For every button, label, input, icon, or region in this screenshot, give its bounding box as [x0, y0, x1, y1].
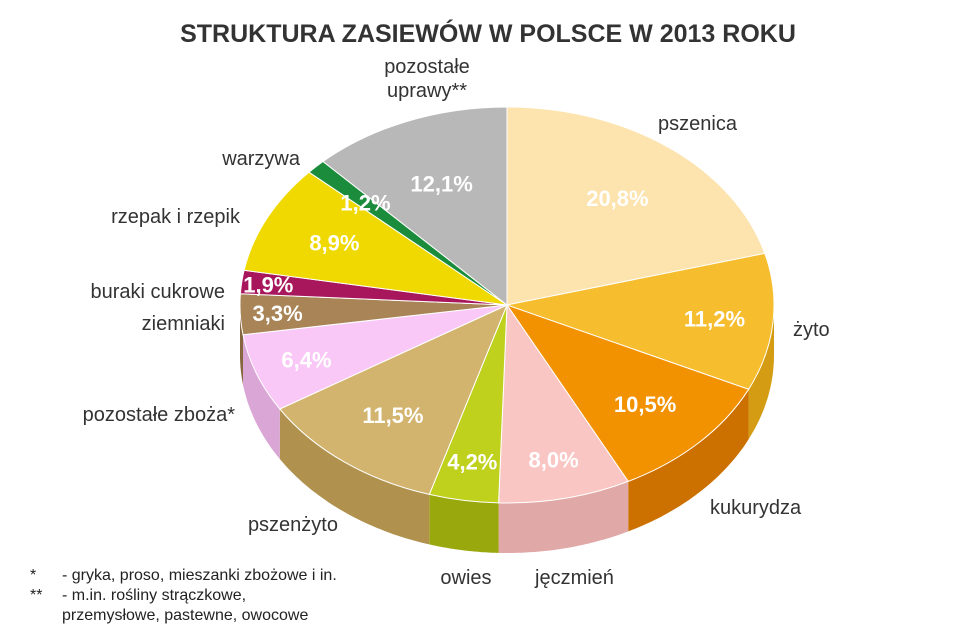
category-label-żyto: żyto [793, 319, 830, 341]
slice-pszenica [506, 106, 766, 306]
slice-side-pszenżyto [279, 409, 430, 545]
slice-żyto [505, 252, 775, 390]
category-label-pozostałe-uprawy: pozostałe uprawy** [384, 56, 470, 102]
footnote-2-cont: przemysłowe, pastewne, owocowe [30, 606, 337, 626]
category-label-ziemniaki: ziemniaki [142, 313, 225, 335]
category-label-pszenżyto: pszenżyto [248, 514, 338, 536]
category-label-pozostałe-zboża: pozostałe zboża* [83, 404, 236, 426]
category-label-buraki-cukrowe: buraki cukrowe [90, 281, 225, 303]
footnote-2-mark: ** [30, 587, 43, 604]
value-label-jęczmień: 8,0% [529, 448, 579, 473]
category-label-rzepak-i-rzepik: rzepak i rzepik [111, 206, 241, 228]
slice-side-ziemniaki [240, 305, 243, 385]
pie-sides [240, 305, 774, 553]
value-label-pszenżyto: 11,5% [362, 403, 423, 428]
value-label-warzywa: 1,2% [340, 191, 390, 216]
value-label-kukurydza: 10,5% [614, 392, 676, 417]
footnotes: * - gryka, proso, mieszanki zbożowe i in… [30, 566, 337, 626]
value-label-buraki-cukrowe: 1,9% [243, 272, 293, 297]
footnote-2-text-line-1: - m.in. rośliny strączkowe, [62, 587, 247, 604]
footnote-2: ** - m.in. rośliny strączkowe, [30, 586, 337, 606]
slice-side-jęczmień [498, 481, 629, 553]
value-labels: 20,8% 11,2% 10,5% 8,0% 4,2% 11,5% 6,4% 3,3% 1,9%… [243, 172, 745, 475]
category-label-pszenica: pszenica [658, 113, 738, 135]
category-label-owies: owies [440, 567, 491, 589]
category-label-warzywa: warzywa [221, 148, 301, 170]
value-label-pszenica: 20,8% [586, 186, 648, 211]
value-label-ziemniaki: 3,3% [253, 301, 303, 326]
category-labels: pszenica żyto kukurydza jęczmień owies pszenż… [83, 56, 830, 589]
pie-slices [239, 106, 775, 504]
slice-jęczmień [498, 303, 629, 504]
footnote-1-mark: * [30, 567, 37, 584]
category-label-jęczmień: jęczmień [534, 567, 614, 589]
slice-rzepak-i-rzepik [243, 171, 508, 306]
footnote-2-text-line-2: przemysłowe, pastewne, owocowe [62, 607, 309, 624]
footnote-1-text: - gryka, proso, mieszanki zbożowe i in. [62, 567, 337, 584]
value-label-pozostałe-zboża: 6,4% [281, 348, 331, 373]
slice-pozostałe-uprawy [322, 106, 508, 307]
slice-side-żyto [748, 305, 774, 440]
chart-title: STRUKTURA ZASIEWÓW W POLSCE W 2013 ROKU [180, 18, 796, 48]
value-label-żyto: 11,2% [684, 307, 745, 332]
slice-side-kukurydza [628, 389, 749, 532]
slice-side-pozostałe-zboża [243, 334, 280, 459]
footnote-1: * - gryka, proso, mieszanki zbożowe i in… [30, 566, 337, 586]
slice-kukurydza [505, 304, 750, 483]
value-label-rzepak-i-rzepik: 8,9% [309, 230, 359, 255]
value-label-pozostałe-uprawy: 12,1% [410, 172, 472, 197]
slice-side-owies [429, 494, 499, 553]
value-label-owies: 4,2% [447, 449, 497, 474]
category-label-kukurydza: kukurydza [710, 497, 802, 519]
slice-pszenżyto [278, 304, 508, 495]
